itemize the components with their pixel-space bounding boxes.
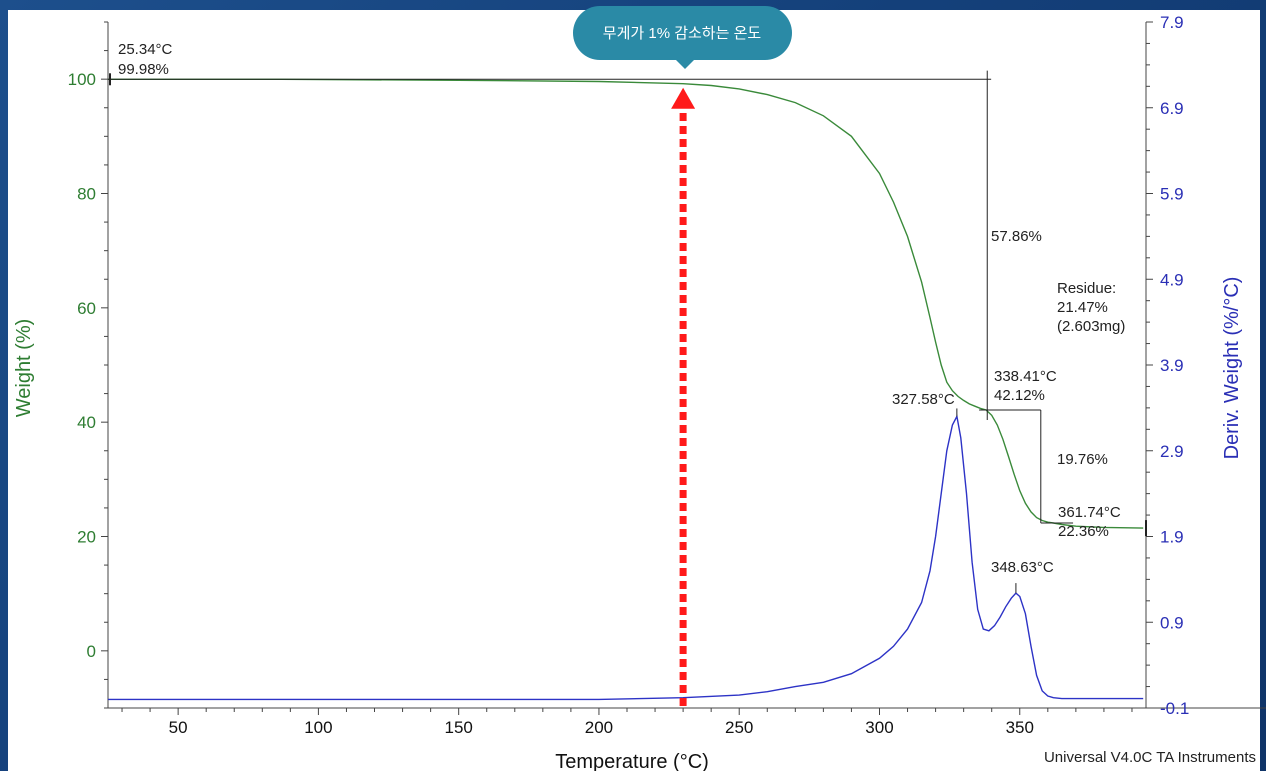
annotations-group — [108, 70, 1147, 706]
x-tick-label: 100 — [304, 718, 332, 737]
y-right-tick-label: 0.9 — [1160, 613, 1184, 632]
y-right-tick-label: 7.9 — [1160, 13, 1184, 32]
y-left-tick-label: 0 — [87, 642, 96, 661]
y-left-tick-label: 20 — [77, 528, 96, 547]
y-left-tick-label: 40 — [77, 413, 96, 432]
weight-curve — [108, 78, 1144, 529]
y-right-tick-label: 6.9 — [1160, 99, 1184, 118]
footer-text: Universal V4.0C TA Instruments — [1044, 749, 1256, 766]
deriv-curve — [108, 414, 1144, 701]
y-left-tick-label: 100 — [68, 70, 96, 89]
annot-drop-pct: 57.86% — [991, 228, 1042, 245]
annot-step1-weight: 42.12% — [994, 387, 1045, 404]
y-right-tick-label: 5.9 — [1160, 185, 1184, 204]
y-right-tick-label: 2.9 — [1160, 442, 1184, 461]
annot-residue-mass: (2.603mg) — [1057, 318, 1125, 335]
annot-peak2: 348.63°C — [991, 559, 1054, 576]
x-tick-label: 200 — [585, 718, 613, 737]
y-right-tick-label: 4.9 — [1160, 270, 1184, 289]
y-right-tick-label: 3.9 — [1160, 356, 1184, 375]
annot-step2-weight: 22.36% — [1058, 523, 1109, 540]
annot-drop2-pct: 19.76% — [1057, 451, 1108, 468]
y-left-tick-label: 80 — [77, 185, 96, 204]
x-tick-label: 150 — [444, 718, 472, 737]
red-arrow-head — [671, 87, 696, 109]
y-right-tick-label: -0.1 — [1160, 699, 1189, 718]
y-right-tick-label: 1.9 — [1160, 528, 1184, 547]
x-tick-label: 250 — [725, 718, 753, 737]
callout-text: 무게가 1% 감소하는 온도 — [603, 25, 762, 42]
x-tick-label: 50 — [169, 718, 188, 737]
annot-step2-temp: 361.74°C — [1058, 504, 1121, 521]
annot-residue-pct: 21.47% — [1057, 299, 1108, 316]
annot-step1-temp: 338.41°C — [994, 368, 1057, 385]
y-axis-right-title: Deriv. Weight (%/°C) — [1221, 277, 1243, 460]
annot-residue-title: Residue: — [1057, 280, 1116, 297]
y-axis-left-title: Weight (%) — [13, 319, 35, 418]
annot-start-weight: 99.98% — [118, 61, 169, 78]
annot-peak1: 327.58°C — [892, 391, 955, 408]
x-tick-label: 300 — [865, 718, 893, 737]
curves-group — [108, 78, 1144, 701]
chart-frame — [8, 10, 1260, 771]
x-axis-title: Temperature (°C) — [555, 751, 709, 771]
y-left-tick-label: 60 — [77, 299, 96, 318]
annot-start-temp: 25.34°C — [118, 41, 173, 58]
axes-group: 50 100 150 200 250 300 350 0 20 40 60 80 100 -0.1 0.9 1… — [68, 13, 1266, 737]
x-tick-label: 350 — [1006, 718, 1034, 737]
callout-bubble: 무게가 1% 감소하는 온도 — [573, 6, 792, 69]
